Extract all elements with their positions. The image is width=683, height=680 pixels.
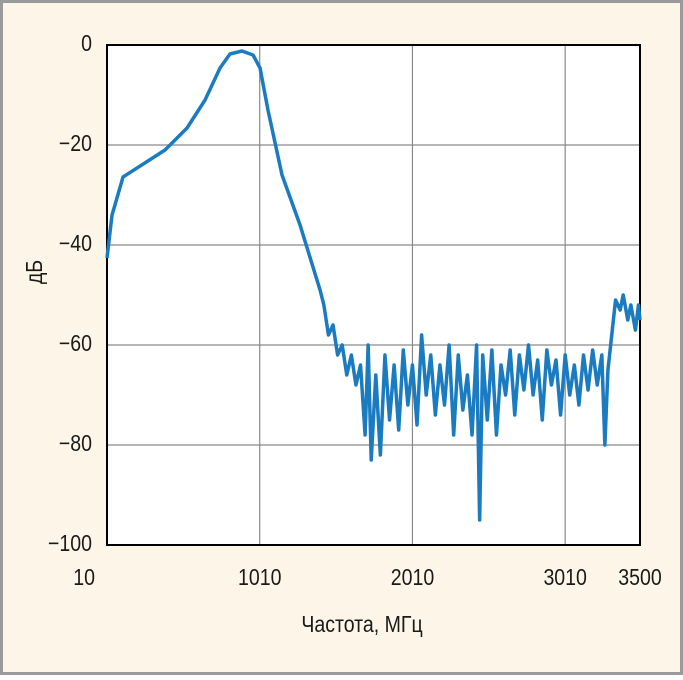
data-line [105,49,642,522]
x-tick-label: 1010 [238,565,282,591]
y-tick-label: −100 [48,531,92,557]
y-axis-label: дБ [22,260,48,284]
plot-border [106,44,641,546]
plot-area [107,45,640,545]
y-tick-label: −60 [59,331,92,357]
y-tick-label: −40 [59,231,92,257]
y-tick-label: −20 [59,131,92,157]
y-tick-label: −80 [59,431,92,457]
x-axis-label: Частота, МГц [301,612,422,638]
x-tick-label: 10 [73,565,95,591]
y-tick-label: 0 [81,31,92,57]
x-tick-label: 2010 [391,565,435,591]
x-tick-label: 3500 [618,565,662,591]
x-tick-label: 3010 [543,565,587,591]
